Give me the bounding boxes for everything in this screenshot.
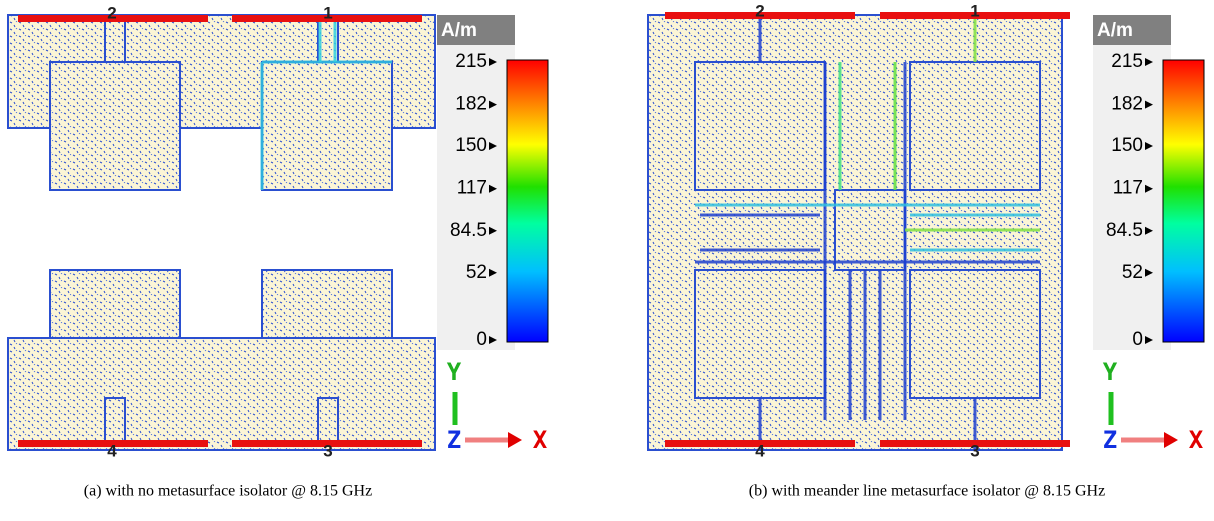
- panel: 2 1 4 3 A/m 215 182 150 117 84.5 52 0Y Z X (a) with no…: [8, 3, 548, 499]
- field-region: [8, 338, 435, 450]
- caption: (a) with no metasurface isolator @ 8.15 …: [84, 483, 372, 500]
- colorbar-tick-label: 117: [457, 178, 487, 199]
- port-label: 3: [323, 441, 332, 460]
- field-region: [695, 62, 825, 190]
- colorbar-unit: A/m: [1097, 20, 1133, 41]
- colorbar-tick-label: 117: [1113, 178, 1143, 199]
- port-label: 2: [107, 3, 116, 22]
- field-region: [695, 270, 825, 398]
- axis-z: Z: [1103, 426, 1117, 454]
- axis-z: Z: [447, 426, 461, 454]
- axis-y: Y: [447, 358, 462, 386]
- colorbar-tick-label: 84.5: [450, 220, 487, 241]
- colorbar-tick-label: 52: [466, 262, 487, 283]
- figure: 2143A/m21518215011784.5520YZX(a) with no…: [0, 0, 1214, 516]
- colorbar-tick-label: 215: [455, 51, 487, 72]
- colorbar-tick-label: 182: [1111, 94, 1143, 115]
- colorbar-tick-label: 0: [476, 329, 487, 350]
- axis-x: X: [533, 426, 548, 454]
- field-region: [910, 62, 1040, 190]
- caption: (b) with meander line metasurface isolat…: [749, 483, 1105, 500]
- port-label: 1: [970, 1, 979, 20]
- field-region: [835, 190, 905, 270]
- colorbar-tick-label: 150: [455, 135, 487, 156]
- port-label: 3: [970, 441, 979, 460]
- port-label: 4: [755, 441, 765, 460]
- port-label: 4: [107, 441, 117, 460]
- colorbar: [1163, 60, 1204, 342]
- colorbar-tick-label: 215: [1111, 51, 1143, 72]
- x-head: [508, 432, 522, 448]
- colorbar-tick-label: 0: [1132, 329, 1143, 350]
- colorbar-tick-label: 182: [455, 94, 487, 115]
- colorbar: [507, 60, 548, 342]
- x-head: [1164, 432, 1178, 448]
- port-label: 1: [323, 3, 332, 22]
- axis-y: Y: [1103, 358, 1118, 386]
- field-region: [318, 398, 338, 445]
- colorbar-tick-label: 150: [1111, 135, 1143, 156]
- port-label: 2: [755, 1, 764, 20]
- colorbar-unit: A/m: [441, 20, 477, 41]
- field-region: [50, 62, 180, 190]
- field-region: [910, 270, 1040, 398]
- panel: 2 1 4 3 A/m 215 182 150 117 84.5 52 0Y Z X (b) with me…: [648, 1, 1204, 499]
- colorbar-tick-label: 84.5: [1106, 220, 1143, 241]
- colorbar-tick-label: 52: [1122, 262, 1143, 283]
- axis-x: X: [1189, 426, 1204, 454]
- field-region: [105, 398, 125, 445]
- field-region: [262, 62, 392, 190]
